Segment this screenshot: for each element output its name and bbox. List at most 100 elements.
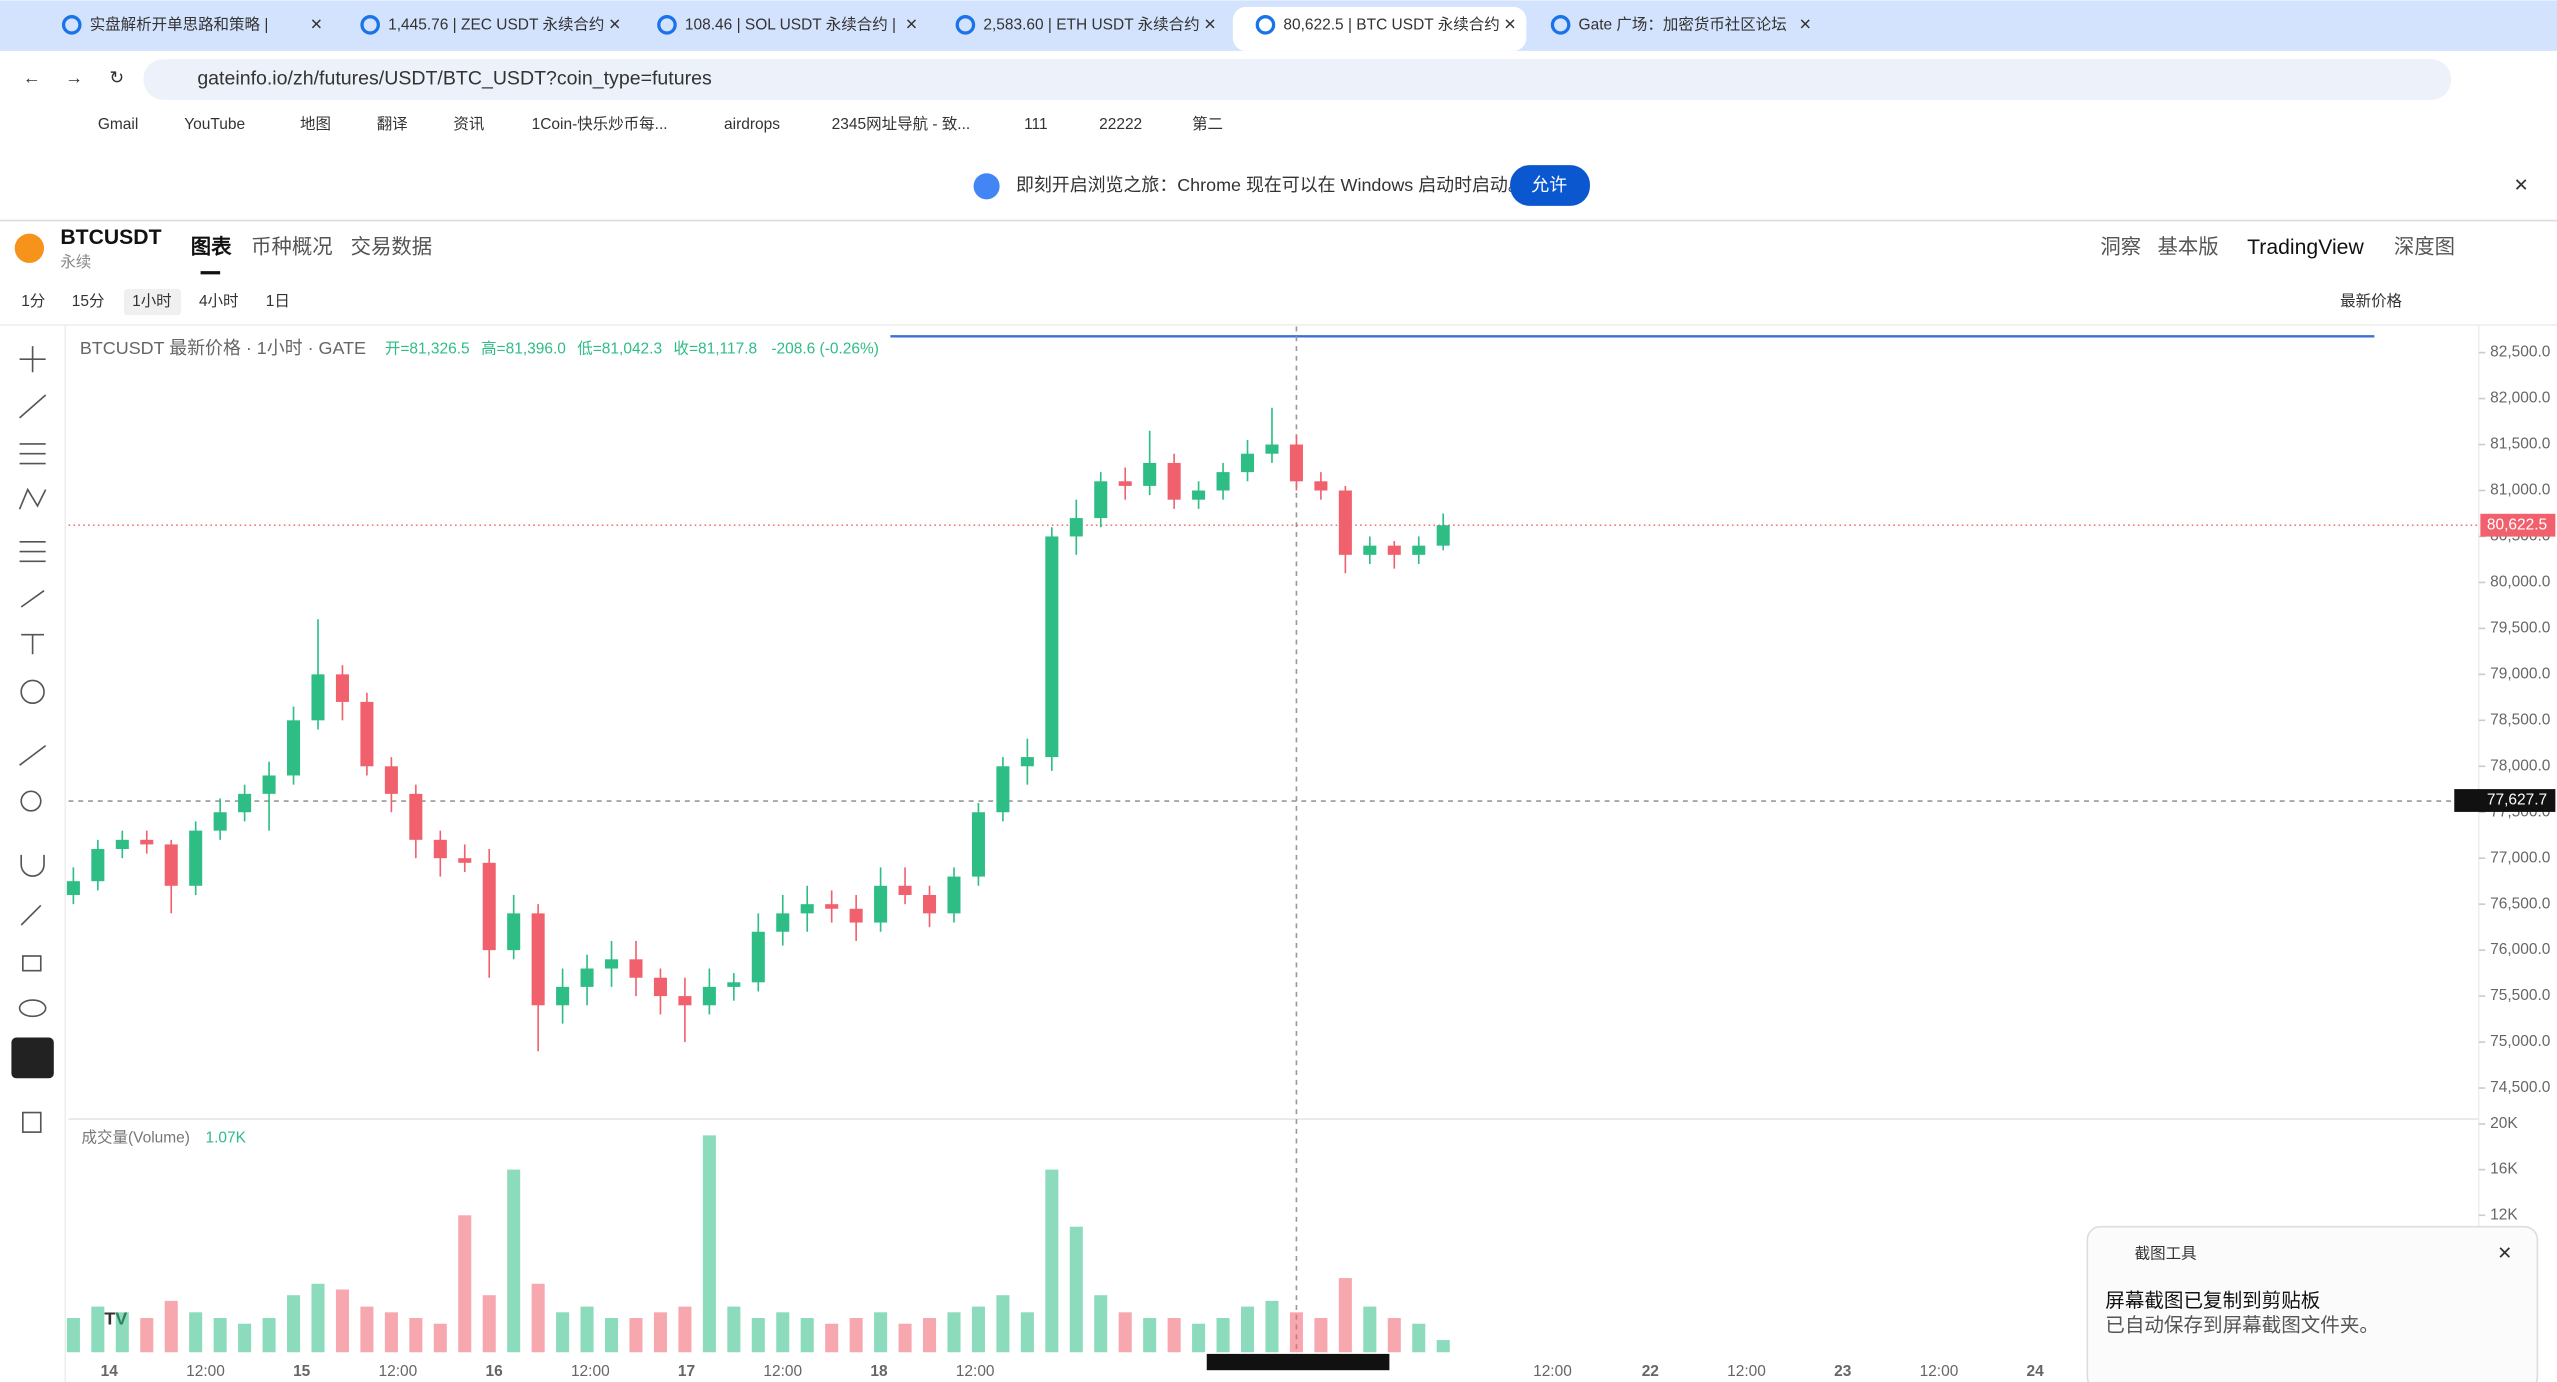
- bookmark[interactable]: 1Coin-快乐炒币每...: [532, 115, 668, 133]
- candle-body: [605, 959, 619, 969]
- tool-eye[interactable]: [18, 999, 47, 1018]
- volume-bar: [433, 1323, 447, 1353]
- tool-brush[interactable]: [20, 590, 45, 608]
- tab-icon: [61, 15, 82, 35]
- bookmark[interactable]: 资讯: [453, 115, 484, 133]
- tab-close[interactable]: ✕: [1799, 17, 1812, 34]
- tab-close[interactable]: ✕: [310, 17, 323, 34]
- interval[interactable]: 1分: [21, 292, 45, 310]
- tab-title[interactable]: 80,622.5 | BTC USDT 永续合约: [1283, 16, 1499, 34]
- y-tick-label: 81,500.0: [2490, 436, 2550, 453]
- tool-lock-draw[interactable]: [20, 904, 42, 926]
- tool-line[interactable]: [19, 394, 47, 419]
- tab-close[interactable]: ✕: [1504, 17, 1517, 34]
- notification-title: 屏幕截图已复制到剪贴板: [2105, 1290, 2320, 1312]
- candle-body: [311, 674, 325, 721]
- header-right[interactable]: 基本版: [2157, 236, 2218, 259]
- interval[interactable]: 1小时: [132, 292, 172, 310]
- header-tab[interactable]: 图表: [191, 235, 232, 259]
- volume-bar: [653, 1312, 667, 1353]
- active-tab: [1232, 6, 1527, 51]
- header-right[interactable]: 洞察: [2100, 236, 2141, 259]
- candle-body: [1045, 536, 1059, 758]
- y-tick-label: 78,500.0: [2490, 711, 2550, 728]
- symbol[interactable]: BTCUSDT: [60, 226, 161, 249]
- volume-bar: [1436, 1340, 1450, 1353]
- volume-bar: [311, 1283, 325, 1353]
- tool-measure[interactable]: [19, 540, 46, 563]
- tool-pattern[interactable]: [18, 487, 47, 510]
- header-right[interactable]: 深度图: [2394, 236, 2455, 259]
- bookmark[interactable]: 22222: [1099, 116, 1142, 133]
- notification-close[interactable]: ✕: [2497, 1243, 2512, 1263]
- candle-body: [360, 701, 374, 767]
- candle-body: [653, 977, 667, 997]
- candle-body: [874, 885, 888, 923]
- x-tick-label: 17: [678, 1363, 695, 1380]
- x-tick-label: 15: [293, 1363, 311, 1380]
- tab-close[interactable]: ✕: [1203, 17, 1216, 34]
- volume-bar: [922, 1318, 937, 1353]
- x-tick-label: 24: [2027, 1363, 2045, 1380]
- volume-bar: [1363, 1306, 1377, 1353]
- allow-button[interactable]: [1510, 165, 1590, 206]
- tool-text[interactable]: [21, 633, 45, 655]
- bookmark[interactable]: 111: [1024, 116, 1048, 133]
- interval[interactable]: 15分: [72, 292, 105, 310]
- tool-link[interactable]: [11, 1037, 54, 1079]
- bookmark[interactable]: 2345网址导航 - 致...: [832, 115, 971, 133]
- tab-title[interactable]: Gate 广场：加密货币社区论坛: [1579, 16, 1787, 34]
- candle-body: [996, 766, 1010, 813]
- back[interactable]: ←: [23, 67, 41, 87]
- last-price-label: 80,622.5: [2487, 516, 2547, 533]
- tool-cross[interactable]: [19, 346, 46, 373]
- candle-body: [1020, 757, 1034, 767]
- header-tab[interactable]: 交易数据: [351, 236, 433, 259]
- candle-body: [1192, 490, 1206, 500]
- url[interactable]: gateinfo.io/zh/futures/USDT/BTC_USDT?coi…: [197, 68, 712, 90]
- candle-body: [947, 876, 961, 914]
- candle-body: [213, 812, 227, 831]
- tool-emoji[interactable]: [20, 679, 45, 705]
- bookmark[interactable]: airdrops: [724, 116, 780, 133]
- bookmark[interactable]: YouTube: [184, 116, 245, 133]
- tab-title[interactable]: 1,445.76 | ZEC USDT 永续合约: [388, 16, 604, 34]
- volume-bar: [1020, 1312, 1034, 1353]
- candle-body: [1314, 481, 1328, 491]
- tab-title[interactable]: 实盘解析开单思路和策略 |: [90, 15, 269, 34]
- candle-body: [727, 982, 741, 987]
- interval[interactable]: 1日: [266, 293, 290, 310]
- tab-close[interactable]: ✕: [905, 17, 918, 34]
- tab-title[interactable]: 108.46 | SOL USDT 永续合约 |: [685, 16, 896, 34]
- tool-magnet[interactable]: [20, 854, 45, 877]
- banner-close[interactable]: ✕: [2514, 175, 2529, 195]
- notification[interactable]: [2086, 1225, 2539, 1382]
- tool-zoom[interactable]: [20, 790, 42, 812]
- volume-bar: [776, 1312, 790, 1353]
- bookmark[interactable]: 第二: [1192, 115, 1223, 133]
- tool-trash[interactable]: [22, 1111, 42, 1133]
- volume-bar: [91, 1306, 105, 1353]
- tool-ruler[interactable]: [19, 744, 47, 766]
- volume-bar: [507, 1169, 521, 1353]
- interval[interactable]: 4小时: [199, 292, 239, 310]
- tab-close[interactable]: ✕: [608, 17, 621, 34]
- x-tick-label: 12:00: [956, 1363, 995, 1380]
- bookmark[interactable]: 地图: [300, 115, 331, 133]
- tool-lock[interactable]: [22, 955, 42, 972]
- tab-title[interactable]: 2,583.60 | ETH USDT 永续合约: [983, 16, 1199, 34]
- header-tab[interactable]: 币种概况: [251, 236, 333, 259]
- allow-label[interactable]: 允许: [1531, 175, 1567, 195]
- legend-title: BTCUSDT 最新价格 · 1小时 · GATE: [80, 338, 366, 358]
- volume-bar: [1265, 1300, 1279, 1353]
- bookmark[interactable]: Gmail: [98, 116, 138, 133]
- price-type[interactable]: 最新价格: [2340, 292, 2402, 310]
- header-right[interactable]: TradingView: [2247, 236, 2364, 259]
- crosshair-tag: [2454, 789, 2556, 812]
- bookmark[interactable]: 翻译: [377, 115, 408, 133]
- forward[interactable]: →: [65, 67, 83, 87]
- reload[interactable]: ↻: [109, 67, 124, 87]
- address-bar[interactable]: [143, 59, 2452, 100]
- tool-fib[interactable]: [19, 443, 46, 465]
